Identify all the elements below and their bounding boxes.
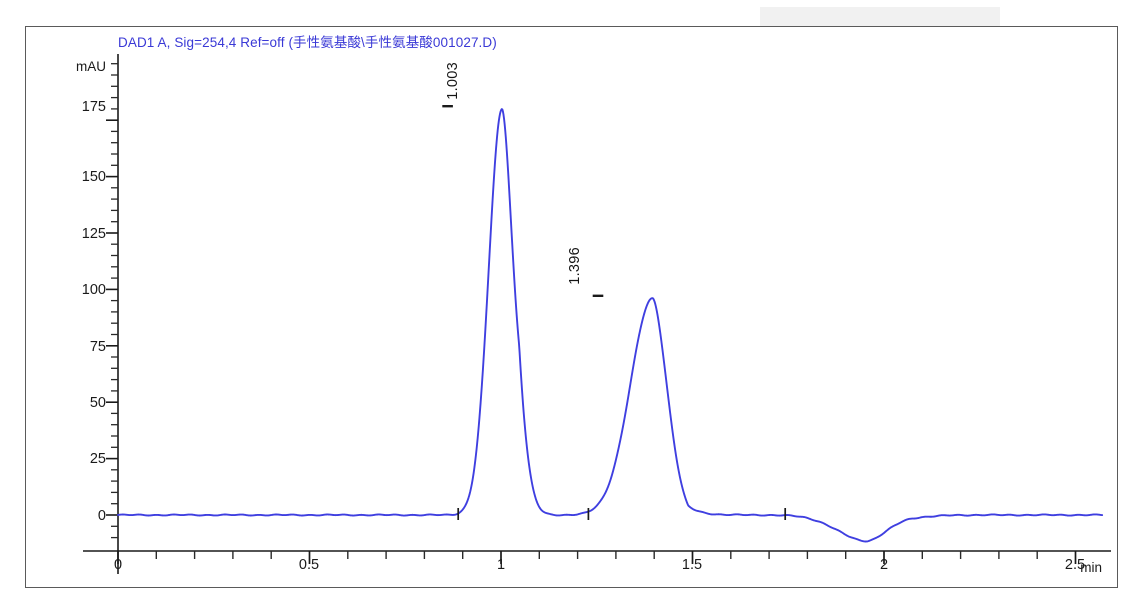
x-minor-ticks (155, 551, 1038, 559)
chart-frame (25, 26, 1118, 588)
x-tick-label-0-5: 0.5 (298, 557, 320, 573)
y-tick-label-125: 125 (81, 226, 106, 242)
y-tick-label-100: 100 (81, 282, 106, 298)
y-tick-label-0: 0 (97, 508, 106, 524)
integration-marks (457, 508, 787, 520)
y-tick-label-50: 50 (89, 395, 106, 411)
x-tick-label-1-5: 1.5 (681, 557, 703, 573)
x-tick-label-2: 2 (879, 557, 889, 573)
x-axis-title: min (1080, 560, 1102, 575)
y-minor-ticks (111, 63, 118, 539)
x-tick-label-1: 1 (496, 557, 506, 573)
y-tick-label-175: 175 (81, 99, 106, 115)
peak-apex-markers (442, 104, 604, 297)
y-major-ticks (106, 119, 118, 516)
page-title: DAD1 A, Sig=254,4 Ref=off (手性氨基酸\手性氨基酸00… (118, 35, 497, 50)
chromatogram-plot (83, 54, 1111, 574)
x-tick-label-2-5: 2.5 (1064, 557, 1086, 573)
y-tick-label-25: 25 (89, 451, 106, 467)
x-major-ticks (117, 551, 1077, 564)
y-axis-title: mAU (76, 59, 106, 74)
y-tick-label-75: 75 (89, 339, 106, 355)
y-tick-label-150: 150 (81, 169, 106, 185)
peak-label-2: 1.396 (567, 247, 583, 285)
peak-label-1: 1.003 (445, 62, 461, 100)
chromatogram-trace (117, 108, 1104, 543)
x-tick-label-0: 0 (113, 557, 123, 573)
